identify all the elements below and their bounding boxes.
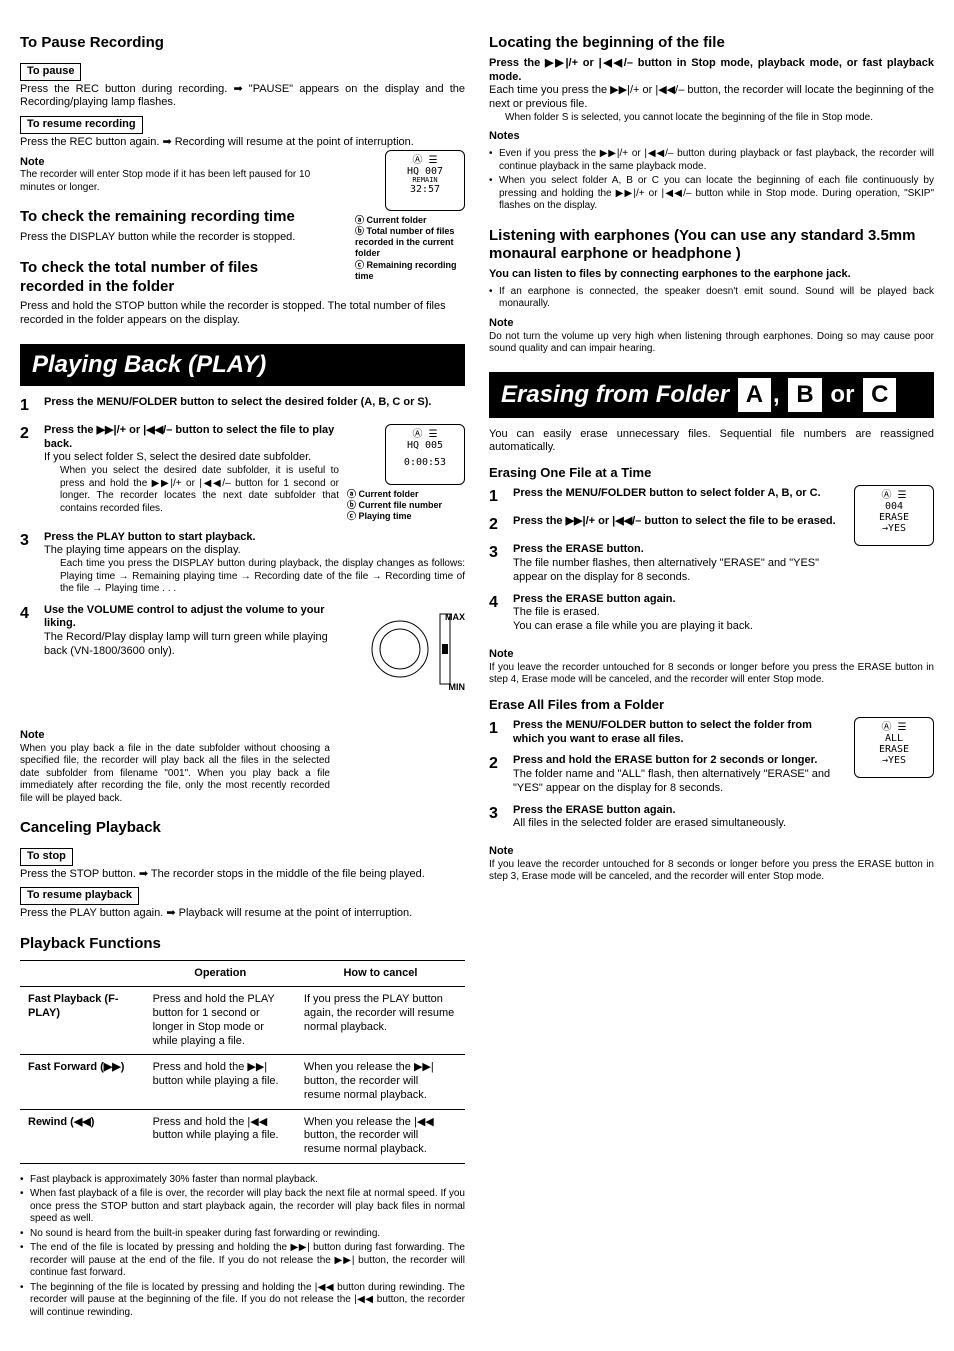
play-note-t: Note xyxy=(20,729,465,743)
pause-title: To Pause Recording xyxy=(20,34,465,53)
locate-title: Locating the beginning of the file xyxy=(489,34,934,53)
locate-p1: Each time you press the ▶▶|/+ or |◀◀/– b… xyxy=(489,84,934,112)
erase-intro: You can easily erase unnecessary files. … xyxy=(489,428,934,456)
ear-note: Do not turn the volume up very high when… xyxy=(489,331,934,356)
erase-all-title: Erase All Files from a Folder xyxy=(489,697,934,713)
lcd-diagram-4: Ⓐ ☰ ALL ERASE →YES xyxy=(854,717,934,778)
lcd-diagram-2: Ⓐ ☰ HQ 005 0:00:53 xyxy=(385,424,465,485)
playback-functions-table: Operation How to cancel Fast Playback (F… xyxy=(20,960,465,1164)
earphone-title: Listening with earphones (You can use an… xyxy=(489,227,934,265)
pause-p1: Press the REC button during recording. ➡… xyxy=(20,83,465,111)
cancel-p1: Press the STOP button. ➡ The recorder st… xyxy=(20,868,465,882)
to-resume-play-label: To resume playback xyxy=(20,887,139,905)
lcd-diagram-1: Ⓐ ☰ HQ 007 REMAIN 32:57 xyxy=(385,150,465,211)
locate-notes-t: Notes xyxy=(489,130,934,144)
erase-one-title: Erasing One File at a Time xyxy=(489,465,934,481)
playback-functions-title: Playback Functions xyxy=(20,935,465,954)
func-notes: Fast playback is approximately 30% faste… xyxy=(20,1174,465,1320)
ear-bullet: If an earphone is connected, the speaker… xyxy=(489,286,934,311)
lcd-diagram-3: Ⓐ ☰ 004 ERASE →YES xyxy=(854,485,934,546)
erase2-note-t: Note xyxy=(489,845,934,859)
ear-lead: You can listen to files by connecting ea… xyxy=(489,268,934,282)
play-note: When you play back a file in the date su… xyxy=(20,743,330,806)
table-row: Fast Forward (▶▶)Press and hold the ▶▶| … xyxy=(20,1055,465,1109)
playing-back-header: Playing Back (PLAY) xyxy=(20,344,465,386)
erase1-note: If you leave the recorder untouched for … xyxy=(489,662,934,687)
erase2-note: If you leave the recorder untouched for … xyxy=(489,859,934,884)
table-row: Rewind (◀◀)Press and hold the |◀◀ button… xyxy=(20,1109,465,1163)
table-row: Fast Playback (F-PLAY)Press and hold the… xyxy=(20,987,465,1055)
check-total-p: Press and hold the STOP button while the… xyxy=(20,300,465,328)
legend-1b: ⓑ Total number of files recorded in the … xyxy=(355,226,465,260)
to-resume-rec-label: To resume recording xyxy=(20,116,143,134)
ear-note-t: Note xyxy=(489,317,934,331)
erase-header: Erasing from Folder A, B or C xyxy=(489,372,934,418)
locate-notes: Even if you press the ▶▶|/+ or |◀◀/– but… xyxy=(489,148,934,213)
check-remain-title: To check the remaining recording time xyxy=(20,208,320,227)
locate-indent: When folder S is selected, you cannot lo… xyxy=(505,112,934,125)
locate-lead: Press the ▶▶|/+ or |◀◀/– button in Stop … xyxy=(489,57,934,85)
cancel-playback-title: Canceling Playback xyxy=(20,819,465,838)
to-pause-label: To pause xyxy=(20,63,81,81)
legend-1a: ⓐ Current folder xyxy=(355,215,465,226)
erase1-note-t: Note xyxy=(489,648,934,662)
pause-p2: Press the REC button again. ➡ Recording … xyxy=(20,136,465,150)
to-stop-label: To stop xyxy=(20,848,73,866)
check-total-title: To check the total number of files recor… xyxy=(20,259,320,297)
legend-1c: ⓒ Remaining recording time xyxy=(355,260,465,283)
play-steps: 1 Press the MENU/FOLDER button to select… xyxy=(20,396,465,721)
cancel-p2: Press the PLAY button again. ➡ Playback … xyxy=(20,907,465,921)
